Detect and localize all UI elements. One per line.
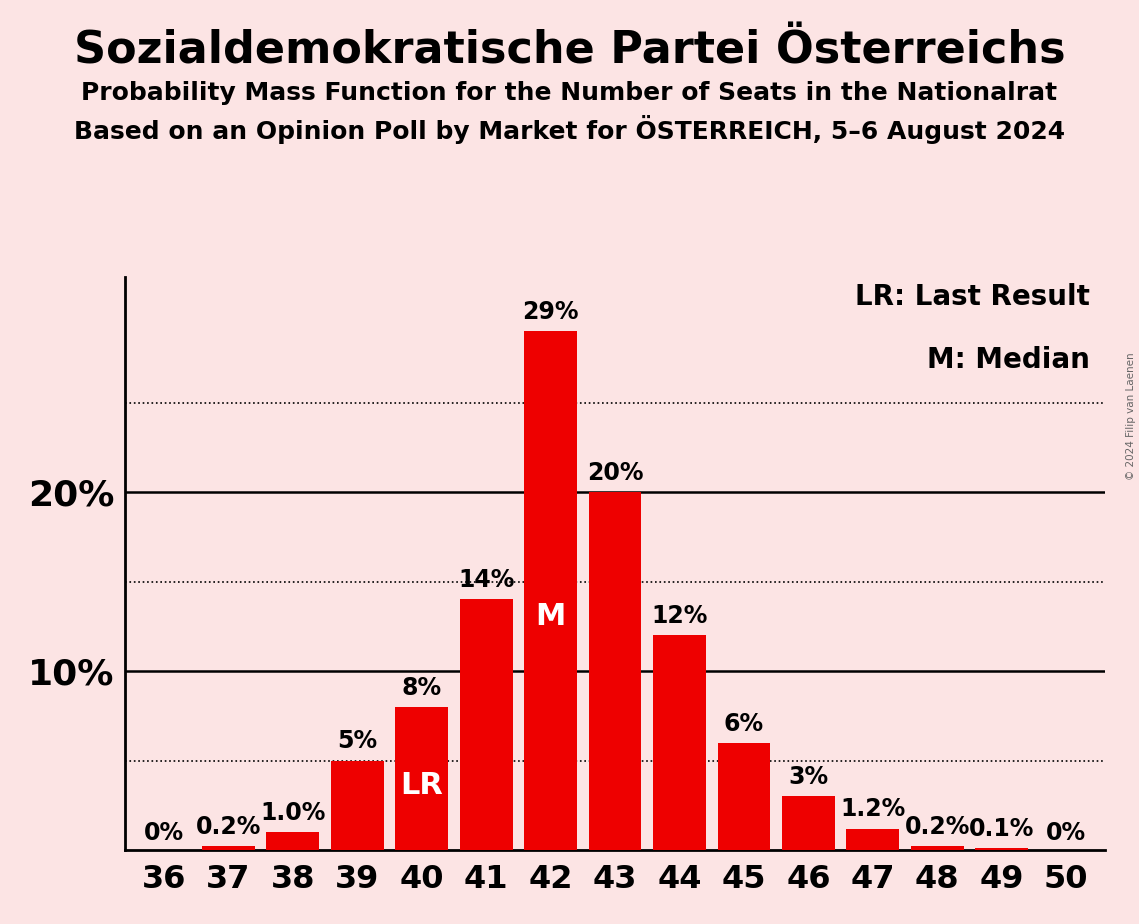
Bar bbox=[524, 331, 577, 850]
Text: 6%: 6% bbox=[724, 711, 764, 736]
Bar bbox=[267, 833, 319, 850]
Text: 8%: 8% bbox=[402, 675, 442, 699]
Text: 12%: 12% bbox=[652, 604, 707, 628]
Bar bbox=[782, 796, 835, 850]
Bar bbox=[911, 846, 964, 850]
Text: 0%: 0% bbox=[144, 821, 185, 845]
Text: M: Median: M: Median bbox=[927, 346, 1090, 374]
Bar bbox=[330, 760, 384, 850]
Text: © 2024 Filip van Laenen: © 2024 Filip van Laenen bbox=[1126, 352, 1136, 480]
Text: LR: LR bbox=[400, 772, 443, 800]
Text: 0.2%: 0.2% bbox=[196, 815, 261, 839]
Text: 14%: 14% bbox=[458, 568, 515, 592]
Bar bbox=[846, 829, 900, 850]
Bar bbox=[395, 707, 448, 850]
Text: 0.2%: 0.2% bbox=[904, 815, 970, 839]
Bar bbox=[460, 600, 513, 850]
Text: Probability Mass Function for the Number of Seats in the Nationalrat: Probability Mass Function for the Number… bbox=[81, 81, 1058, 105]
Bar bbox=[653, 636, 706, 850]
Text: 0%: 0% bbox=[1046, 821, 1087, 845]
Bar bbox=[975, 848, 1029, 850]
Text: 20%: 20% bbox=[587, 461, 644, 485]
Text: Sozialdemokratische Partei Österreichs: Sozialdemokratische Partei Österreichs bbox=[74, 30, 1065, 73]
Text: 29%: 29% bbox=[523, 299, 579, 323]
Text: 0.1%: 0.1% bbox=[969, 817, 1034, 841]
Text: 3%: 3% bbox=[788, 765, 828, 789]
Bar bbox=[202, 846, 255, 850]
Text: 1.2%: 1.2% bbox=[841, 797, 906, 821]
Text: 5%: 5% bbox=[337, 729, 377, 753]
Text: Based on an Opinion Poll by Market for ÖSTERREICH, 5–6 August 2024: Based on an Opinion Poll by Market for Ö… bbox=[74, 115, 1065, 143]
Text: 1.0%: 1.0% bbox=[260, 801, 326, 825]
Bar bbox=[718, 743, 770, 850]
Text: M: M bbox=[535, 602, 566, 631]
Text: LR: Last Result: LR: Last Result bbox=[855, 283, 1090, 311]
Bar bbox=[589, 492, 641, 850]
